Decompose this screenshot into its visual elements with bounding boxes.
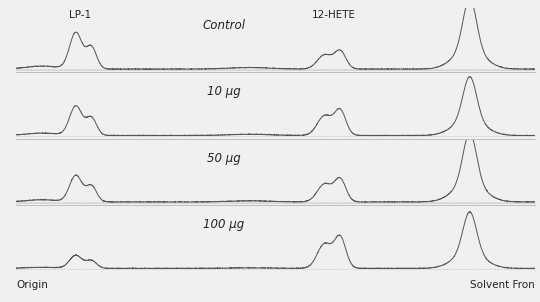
Text: 50 μg: 50 μg (207, 152, 240, 165)
Text: 12-HETE: 12-HETE (312, 10, 356, 20)
Text: Control: Control (202, 19, 245, 32)
Text: 100 μg: 100 μg (203, 218, 244, 231)
Text: Origin: Origin (16, 280, 48, 290)
Text: 10 μg: 10 μg (207, 85, 240, 98)
Text: LP-1: LP-1 (69, 10, 91, 20)
Text: Solvent Fron: Solvent Fron (470, 280, 535, 290)
